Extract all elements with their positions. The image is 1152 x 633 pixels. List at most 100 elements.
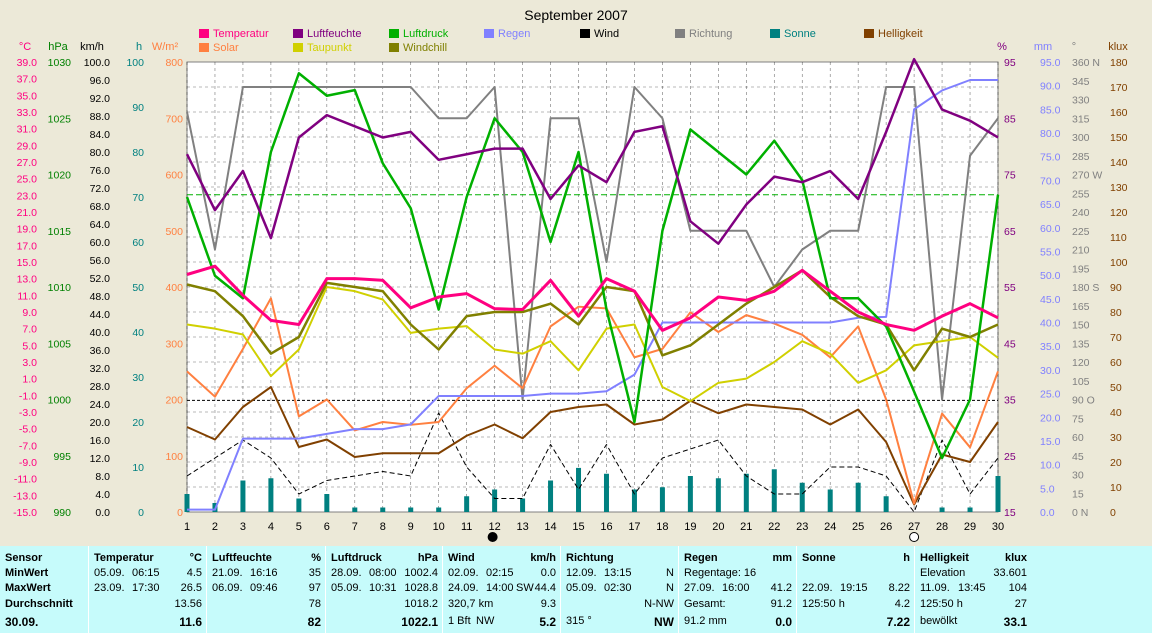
axis-tick: 11.0 xyxy=(17,290,37,302)
axis-tick: 140 xyxy=(1110,157,1128,169)
wind-current-bft: 1 Bft xyxy=(448,615,471,627)
wind-max-value: 44.4 xyxy=(534,582,556,594)
sonne-bar xyxy=(715,478,721,512)
axis-tick: 75 xyxy=(1072,413,1084,425)
axis-tick: 48.0 xyxy=(90,291,111,303)
axis-tick: 1005 xyxy=(48,338,72,350)
axis-tick: -5.0 xyxy=(19,424,37,436)
axis-tick: 200 xyxy=(165,395,183,407)
temp-max-value: 26.5 xyxy=(180,582,202,594)
axis-tick: 76.0 xyxy=(90,165,111,177)
sonne-bar xyxy=(184,494,190,512)
axis-tick: 170 xyxy=(1110,82,1128,94)
legend-swatch xyxy=(484,29,494,38)
axis-unit: mm xyxy=(1034,41,1052,53)
sonne-bar xyxy=(603,473,609,512)
axis-tick: 15 xyxy=(1004,507,1016,519)
x-tick-label: 2 xyxy=(212,521,218,533)
axis-tick: 24.0 xyxy=(90,399,111,411)
wind-distance: 320,7 km xyxy=(448,598,494,610)
sonne-column: Sonne h 22.09. 19:15 8.22 125:50 h 4.2 7.22 xyxy=(796,546,914,633)
dir-min-value: N xyxy=(666,567,674,579)
axis-tick: 90 O xyxy=(1072,395,1095,407)
axis-tick: 32.0 xyxy=(90,363,111,375)
axis-tick: 45.0 xyxy=(1040,294,1061,306)
x-tick-label: 15 xyxy=(572,521,584,533)
sonne-bar xyxy=(352,507,358,512)
axis-tick: 85 xyxy=(1004,113,1016,125)
axis-tick: 60.0 xyxy=(1040,223,1061,235)
legend-swatch xyxy=(864,29,874,38)
axis-tick: 23.0 xyxy=(17,190,38,202)
luftdruck-line xyxy=(185,72,1000,460)
axis-tick: 55.0 xyxy=(1040,246,1061,258)
sonne-bar xyxy=(995,476,1001,512)
axis-unit: ° xyxy=(1072,41,1076,53)
axis-tick: 80 xyxy=(1110,307,1122,319)
hum-avg-value: 78 xyxy=(308,598,321,610)
axis-tick: 50.0 xyxy=(1040,270,1061,282)
axis-tick: 3.0 xyxy=(22,357,37,369)
axis-tick: 9.0 xyxy=(22,307,37,319)
axis-tick: 37.0 xyxy=(17,74,38,86)
axis-tick: 95.0 xyxy=(1040,57,1061,69)
x-tick-label: 18 xyxy=(656,521,668,533)
luftfeuchte-column: Luftfeuchte% 21.09. 16:16 35 06.09. 09:46 97… xyxy=(206,546,325,633)
axis-tick: -11.0 xyxy=(14,474,37,486)
press-max-value: 1028.8 xyxy=(404,582,438,594)
sonne-title: Sonne xyxy=(802,552,836,564)
dir-min-time: 13:15 xyxy=(604,567,632,579)
rain-max-date: 27.09. xyxy=(684,582,715,594)
x-tick-label: 12 xyxy=(488,521,500,533)
axis-tick: 92.0 xyxy=(90,93,111,105)
axis-unit: W/m² xyxy=(152,41,179,53)
press-max-time: 10:31 xyxy=(369,582,397,594)
axis-tick: 5.0 xyxy=(22,340,37,352)
legend-swatch xyxy=(770,29,780,38)
luftfeuchte-title: Luftfeuchte xyxy=(212,552,272,564)
hum-min-date: 21.09. xyxy=(212,567,243,579)
axis-tick: 100.0 xyxy=(84,57,110,69)
axis-tick: 240 xyxy=(1072,207,1090,219)
sonne-bar xyxy=(520,498,526,512)
rain-max-time: 16:00 xyxy=(722,582,750,594)
axis-tick: 45 xyxy=(1072,451,1084,463)
axis-tick: 35.0 xyxy=(17,90,38,102)
axis-tick: 225 xyxy=(1072,226,1090,238)
axis-tick: 15.0 xyxy=(1040,436,1061,448)
x-tick-label: 16 xyxy=(600,521,612,533)
x-tick-label: 28 xyxy=(936,521,948,533)
axis-tick: 80.0 xyxy=(1040,128,1061,140)
axis-tick: 20.0 xyxy=(90,417,111,429)
axis-tick: 360 N xyxy=(1072,57,1100,69)
axis-tick: 0 xyxy=(177,507,183,519)
axis-tick: 0 xyxy=(1110,507,1116,519)
sonne-unit: h xyxy=(903,552,910,564)
statistics-table: Sensor MinWert MaxWert Durchschnitt 30.0… xyxy=(0,546,1152,633)
moon-phase-icon xyxy=(487,532,498,542)
axis-tick: 15.0 xyxy=(17,257,38,269)
sonne-bar xyxy=(967,507,973,512)
richtung-column: Richtung 12.09. 13:15 N 05.09. 02:30 N N-NW … xyxy=(560,546,678,633)
axis-tick: 25.0 xyxy=(17,174,38,186)
durchschnitt-label: Durchschnitt xyxy=(5,598,73,610)
sonne-bar xyxy=(380,507,386,512)
dir-min-date: 12.09. xyxy=(566,567,597,579)
hum-max-time: 09:46 xyxy=(250,582,278,594)
temp-min-value: 4.5 xyxy=(186,567,202,579)
taupunkt-line xyxy=(186,286,999,403)
helligkeit-column: Helligkeit klux Elevation 33.601 11.09. 13:… xyxy=(914,546,1031,633)
elevation-label: Elevation xyxy=(920,567,966,579)
axis-tick: -15.0 xyxy=(13,507,37,519)
helligkeit-line xyxy=(186,386,999,506)
temp-avg-value: 13.56 xyxy=(174,598,202,610)
axis-tick: 5.0 xyxy=(1040,483,1055,495)
axis-tick: 195 xyxy=(1072,263,1090,275)
press-avg-value: 1018.2 xyxy=(404,598,438,610)
axis-tick: 500 xyxy=(165,226,183,238)
axis-tick: 105 xyxy=(1072,376,1090,388)
axis-tick: 300 xyxy=(165,338,183,350)
temperatur-unit: °C xyxy=(189,552,202,564)
axis-tick: 30 xyxy=(132,372,144,384)
axis-tick: 10.0 xyxy=(1040,460,1061,472)
